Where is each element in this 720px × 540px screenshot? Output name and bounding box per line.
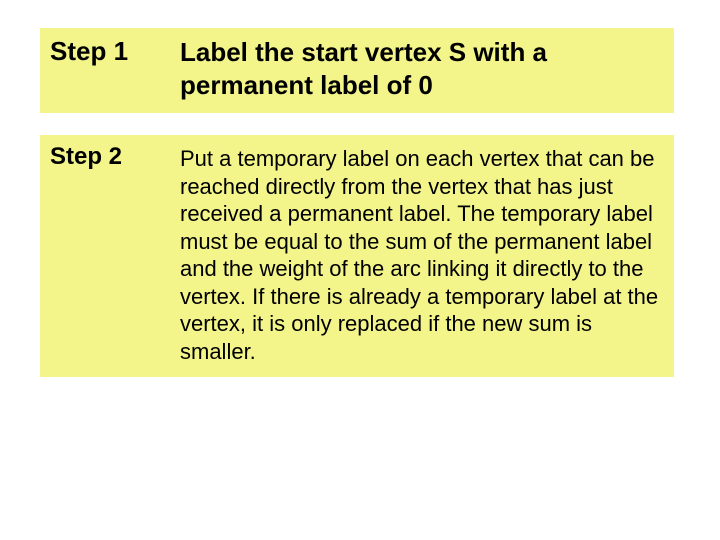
- step-1-description: Label the start vertex S with a permanen…: [180, 36, 660, 101]
- step-2-description: Put a temporary label on each vertex tha…: [180, 143, 660, 365]
- step-1-label: Step 1: [50, 36, 180, 67]
- step-2-row: Step 2 Put a temporary label on each ver…: [40, 135, 674, 377]
- step-2-label: Step 2: [50, 143, 180, 171]
- step-1-row: Step 1 Label the start vertex S with a p…: [40, 28, 674, 113]
